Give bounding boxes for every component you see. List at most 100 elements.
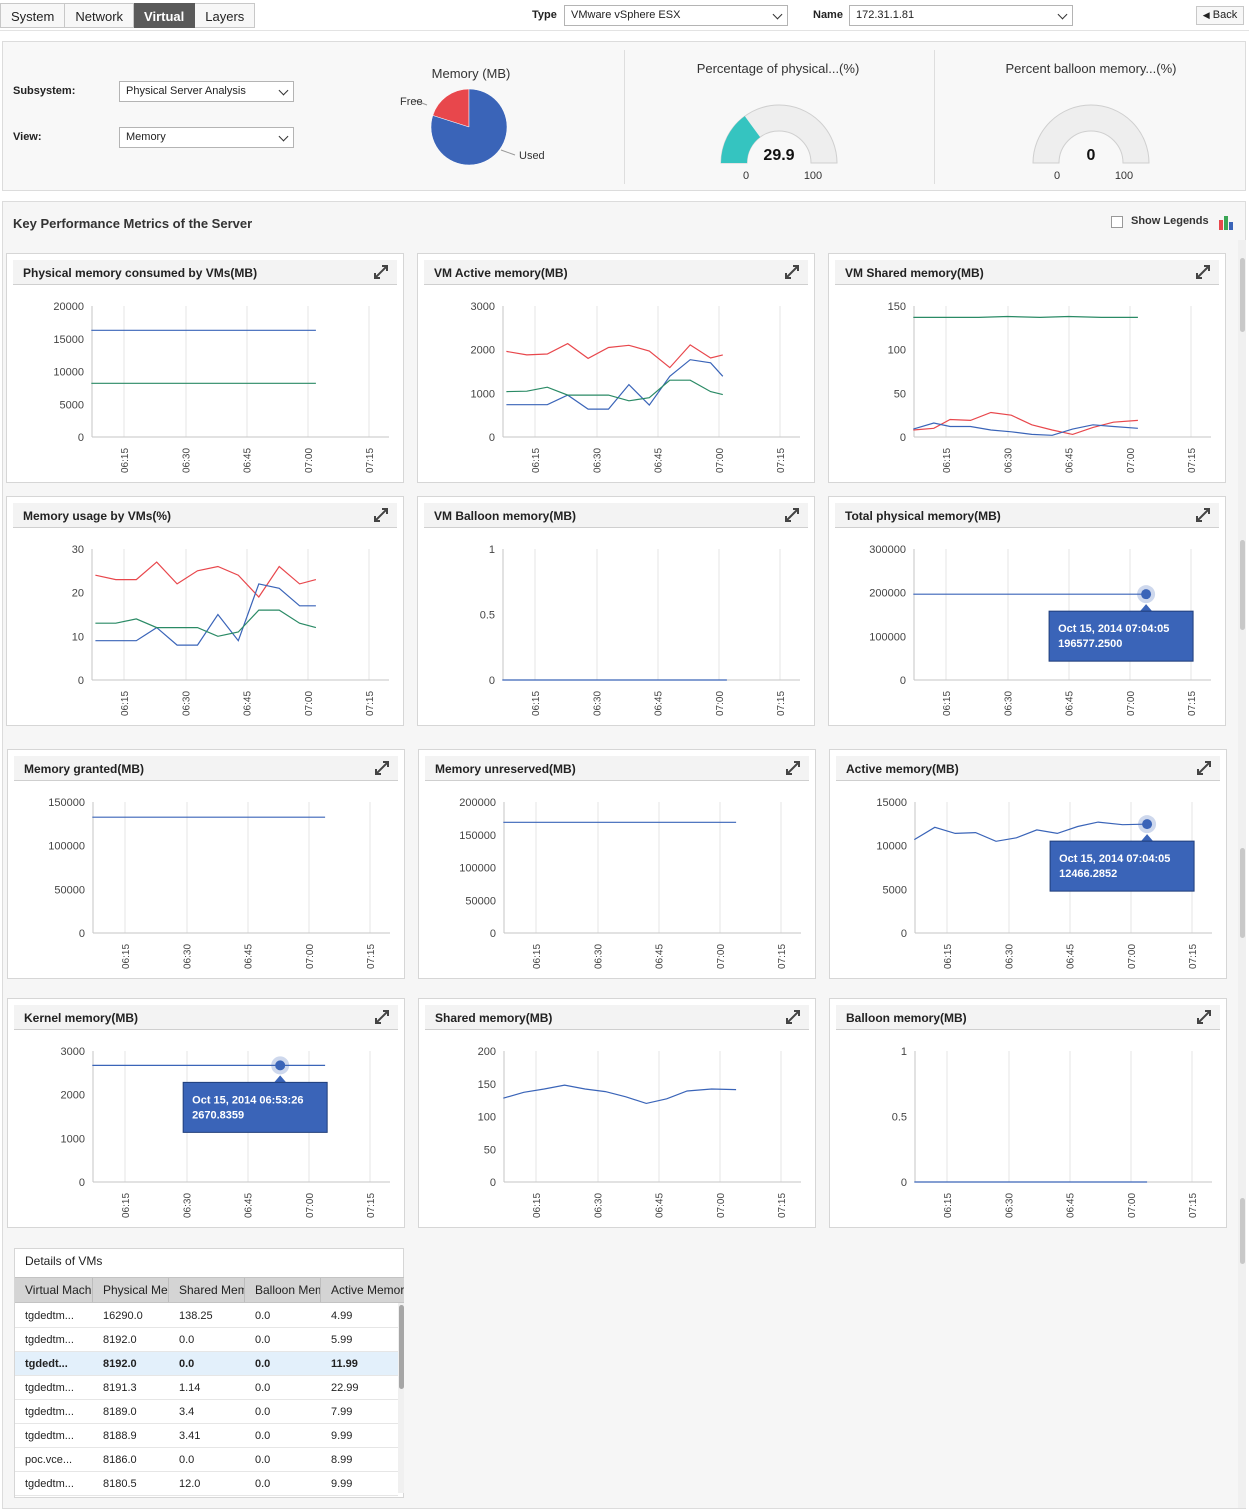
show-legends-checkbox[interactable] bbox=[1111, 216, 1123, 228]
scrollbar-thumb[interactable] bbox=[1240, 540, 1245, 630]
series-line-blue[interactable] bbox=[506, 359, 724, 410]
expand-icon[interactable] bbox=[784, 507, 800, 523]
scrollbar-thumb[interactable] bbox=[1240, 1198, 1245, 1264]
gauge-physical-title: Percentage of physical...(%) bbox=[696, 61, 860, 76]
expand-icon[interactable] bbox=[1195, 264, 1211, 280]
pie-slice-free[interactable] bbox=[432, 88, 470, 128]
expand-icon[interactable] bbox=[374, 760, 390, 776]
expand-icon[interactable] bbox=[373, 507, 389, 523]
y-tick-label: 15000 bbox=[53, 334, 84, 346]
gauge-balloon-max: 100 bbox=[1115, 170, 1133, 182]
tab-virtual[interactable]: Virtual bbox=[134, 3, 196, 28]
y-tick-label: 20 bbox=[72, 588, 84, 600]
table-row[interactable]: tgdedtm... 8188.9 3.41 0.0 9.99 bbox=[15, 1424, 398, 1448]
view-select[interactable]: Memory bbox=[119, 127, 294, 148]
y-tick-label: 300000 bbox=[869, 544, 906, 556]
y-tick-label: 3000 bbox=[61, 1046, 85, 1058]
show-legends-label[interactable]: Show Legends bbox=[1131, 215, 1209, 227]
series-line-blue[interactable] bbox=[95, 583, 316, 646]
chart-card-header: VM Balloon memory(MB) bbox=[424, 503, 808, 528]
table-cell: 8191.3 bbox=[103, 1382, 137, 1394]
x-tick-label: 06:15 bbox=[942, 448, 953, 473]
tab-system[interactable]: System bbox=[0, 3, 66, 28]
bar-chart-icon[interactable] bbox=[1219, 214, 1233, 230]
series-line-green[interactable] bbox=[506, 379, 723, 402]
gauge-physical-min: 0 bbox=[743, 170, 749, 182]
view-select-value: Memory bbox=[126, 131, 166, 143]
column-header[interactable]: Shared Memory bbox=[169, 1278, 245, 1302]
type-select-value: VMware vSphere ESX bbox=[571, 9, 681, 21]
line-chart: 150 100 50 0 06:15 06:30 06:45 07:00 07:15 bbox=[888, 301, 1211, 473]
back-button[interactable]: ◀ Back bbox=[1196, 6, 1244, 25]
vm-table-title: Details of VMs bbox=[25, 1254, 103, 1268]
chart-card: VM Balloon memory(MB) 1 0.5 0 06:15 06:30 06:4… bbox=[417, 496, 815, 726]
series-line-red[interactable] bbox=[506, 342, 723, 369]
y-tick-label: 0.5 bbox=[892, 1112, 907, 1124]
series-line-green[interactable] bbox=[95, 609, 317, 637]
column-header[interactable]: Balloon Memory bbox=[245, 1278, 321, 1302]
table-cell: tgdedtm... bbox=[25, 1334, 74, 1346]
series-line-red[interactable] bbox=[913, 411, 1138, 436]
table-row[interactable]: tgdedtm... 8189.0 3.4 0.0 7.99 bbox=[15, 1400, 398, 1424]
expand-icon[interactable] bbox=[785, 760, 801, 776]
column-header[interactable]: Physical Memory bbox=[93, 1278, 169, 1302]
expand-icon[interactable] bbox=[1196, 1009, 1212, 1025]
line-chart: 200 150 100 50 0 06:15 06:30 06:45 07:00 07:15 bbox=[478, 1046, 801, 1218]
series-line-green[interactable] bbox=[913, 315, 1138, 319]
hover-point[interactable] bbox=[1142, 819, 1153, 830]
x-tick-label: 06:15 bbox=[943, 1193, 954, 1218]
hover-point[interactable] bbox=[1141, 589, 1152, 600]
y-tick-label: 0 bbox=[78, 675, 84, 687]
scrollbar-thumb[interactable] bbox=[1240, 848, 1245, 938]
tab-network[interactable]: Network bbox=[65, 3, 135, 28]
table-cell: 12.0 bbox=[179, 1478, 201, 1490]
table-row[interactable]: tgdedt... 8192.0 0.0 0.0 11.99 bbox=[15, 1352, 398, 1376]
series-line-blue[interactable] bbox=[913, 821, 1148, 842]
x-tick-label: 06:45 bbox=[244, 944, 255, 969]
table-cell: 4.99 bbox=[331, 1310, 353, 1322]
expand-icon[interactable] bbox=[374, 1009, 390, 1025]
chart-title: VM Balloon memory(MB) bbox=[434, 509, 577, 523]
expand-icon[interactable] bbox=[785, 1009, 801, 1025]
table-row[interactable]: poc.vce... 8186.0 0.0 0.0 8.99 bbox=[15, 1448, 398, 1472]
expand-icon[interactable] bbox=[784, 264, 800, 280]
table-cell: tgdedtm... bbox=[25, 1478, 74, 1490]
tab-layers[interactable]: Layers bbox=[195, 3, 256, 28]
expand-icon[interactable] bbox=[373, 264, 389, 280]
table-row[interactable]: tgdedtm... 8191.3 1.14 0.0 22.99 bbox=[15, 1376, 398, 1400]
series-line-blue[interactable] bbox=[913, 422, 1138, 436]
subsystem-select[interactable]: Physical Server Analysis bbox=[119, 81, 294, 102]
x-tick-label: 06:30 bbox=[593, 944, 604, 969]
chart-card-header: Balloon memory(MB) bbox=[836, 1005, 1220, 1030]
table-cell: 8192.0 bbox=[103, 1358, 137, 1370]
name-select[interactable]: 172.31.1.81 bbox=[849, 5, 1073, 26]
y-tick-label: 0 bbox=[78, 432, 84, 444]
column-header[interactable]: Virtual Machine bbox=[15, 1278, 93, 1302]
scrollbar-thumb[interactable] bbox=[1240, 258, 1245, 332]
series-line-blue[interactable] bbox=[503, 1084, 737, 1105]
table-scrollbar[interactable] bbox=[398, 1303, 404, 1493]
expand-icon[interactable] bbox=[1195, 507, 1211, 523]
line-chart: 200000 150000 100000 50000 0 06:15 06:30 06:45 0… bbox=[459, 797, 801, 969]
type-select[interactable]: VMware vSphere ESX bbox=[564, 5, 788, 26]
hover-point[interactable] bbox=[275, 1060, 286, 1071]
table-cell: 0.0 bbox=[255, 1406, 271, 1418]
gauge-balloon-value: 0 bbox=[1087, 147, 1096, 164]
table-row[interactable]: tgdedtm... 8180.5 12.0 0.0 9.99 bbox=[15, 1472, 398, 1496]
pie-slice-used[interactable] bbox=[430, 88, 508, 166]
table-row[interactable]: tgdedtm... 8192.0 0.0 0.0 5.99 bbox=[15, 1328, 398, 1352]
column-header[interactable]: Active Memory bbox=[331, 1283, 404, 1297]
expand-icon[interactable] bbox=[1196, 760, 1212, 776]
table-cell: poc.vce... bbox=[25, 1454, 73, 1466]
chart-title: Memory granted(MB) bbox=[24, 762, 145, 776]
table-scrollbar-thumb[interactable] bbox=[399, 1305, 404, 1389]
table-cell: 7.99 bbox=[331, 1406, 353, 1418]
x-tick-label: 07:15 bbox=[777, 1193, 788, 1218]
y-tick-label: 2000 bbox=[471, 345, 495, 357]
series-line-red[interactable] bbox=[95, 561, 317, 598]
x-tick-label: 06:15 bbox=[531, 691, 542, 716]
summary-panel: Subsystem: Physical Server Analysis View… bbox=[2, 41, 1246, 191]
table-row[interactable]: tgdedtm... 16290.0 138.25 0.0 4.99 bbox=[15, 1304, 398, 1328]
x-tick-label: 06:30 bbox=[1004, 1193, 1015, 1218]
y-tick-label: 200000 bbox=[459, 797, 496, 809]
